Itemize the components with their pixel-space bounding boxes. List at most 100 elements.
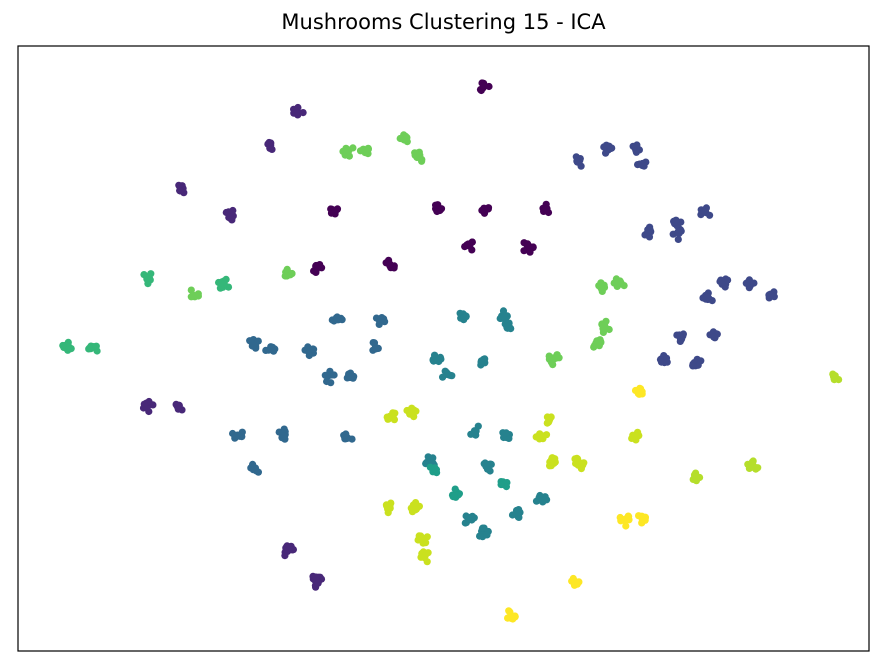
scatter-point bbox=[479, 524, 487, 532]
scatter-point bbox=[672, 216, 680, 224]
scatter-point bbox=[424, 453, 432, 461]
cluster-point-group bbox=[222, 206, 237, 224]
scatter-point bbox=[697, 357, 705, 365]
scatter-point bbox=[520, 247, 528, 255]
scatter-point bbox=[246, 337, 254, 345]
scatter-point bbox=[140, 400, 148, 408]
cluster-point-group bbox=[480, 459, 495, 475]
scatter-point bbox=[631, 386, 640, 395]
cluster-point-group bbox=[600, 141, 616, 157]
scatter-point bbox=[176, 187, 184, 195]
cluster-point-group bbox=[175, 181, 188, 197]
cluster-point-group bbox=[414, 532, 431, 547]
scatter-point bbox=[542, 200, 550, 208]
scatter-point bbox=[341, 431, 349, 439]
cluster-point-group bbox=[598, 317, 613, 336]
cluster-point-group bbox=[343, 369, 358, 382]
cluster-point-group bbox=[187, 286, 202, 301]
scatter-point bbox=[383, 502, 391, 510]
cluster-point-group bbox=[290, 103, 307, 119]
scatter-point bbox=[187, 293, 195, 301]
cluster-point-group bbox=[382, 499, 395, 517]
scatter-point bbox=[509, 615, 517, 623]
scatter-point bbox=[750, 279, 758, 287]
scatter-point bbox=[692, 473, 701, 481]
cluster-point-group bbox=[407, 499, 423, 516]
cluster-point-group bbox=[476, 524, 492, 541]
cluster-point-group bbox=[520, 239, 537, 256]
cluster-point-group bbox=[426, 463, 441, 477]
cluster-point-group bbox=[532, 430, 551, 443]
cluster-point-group bbox=[476, 79, 493, 95]
cluster-point-group bbox=[59, 338, 75, 354]
scatter-point bbox=[605, 325, 613, 334]
scatter-point bbox=[483, 531, 491, 539]
cluster-point-group bbox=[546, 454, 559, 470]
chart-title: Mushrooms Clustering 15 - ICA bbox=[281, 10, 606, 34]
scatter-point bbox=[602, 149, 610, 157]
scatter-point bbox=[551, 455, 559, 463]
scatter-point bbox=[718, 280, 726, 288]
cluster-point-group bbox=[635, 512, 650, 527]
scatter-point bbox=[250, 341, 258, 349]
cluster-point-group bbox=[439, 367, 456, 381]
cluster-point-group bbox=[140, 270, 155, 288]
cluster-point-group bbox=[568, 574, 583, 589]
scatter-point bbox=[602, 317, 610, 325]
scatter-point bbox=[327, 379, 335, 387]
cluster-point-group bbox=[504, 607, 519, 623]
cluster-point-group bbox=[383, 409, 399, 424]
scatter-point bbox=[628, 434, 636, 442]
scatter-point bbox=[364, 145, 372, 153]
scatter-point bbox=[439, 373, 447, 381]
scatter-point bbox=[633, 141, 641, 149]
scatter-point bbox=[232, 432, 240, 441]
scatter-point bbox=[545, 355, 554, 363]
cluster-point-group bbox=[411, 148, 426, 165]
cluster-point-group bbox=[545, 351, 563, 369]
scatter-point bbox=[312, 262, 320, 270]
scatter-point bbox=[486, 467, 494, 475]
scatter-point bbox=[478, 206, 486, 214]
cluster-point-group bbox=[669, 224, 685, 243]
scatter-point bbox=[830, 376, 838, 384]
scatter-point bbox=[330, 371, 338, 379]
cluster-point-group bbox=[467, 422, 482, 439]
scatter-point bbox=[476, 532, 484, 540]
cluster-point-group bbox=[829, 370, 843, 384]
cluster-point-group bbox=[310, 261, 326, 276]
scatter-point bbox=[450, 492, 458, 500]
scatter-point bbox=[413, 149, 421, 157]
scatter-point bbox=[616, 277, 624, 285]
cluster-point-group bbox=[262, 343, 279, 355]
cluster-point-group bbox=[396, 131, 411, 146]
scatter-point bbox=[441, 367, 449, 375]
scatter-point bbox=[644, 228, 652, 236]
scatter-point bbox=[599, 328, 608, 336]
cluster-point-group bbox=[689, 469, 704, 485]
scatter-point bbox=[503, 323, 511, 331]
scatter-point bbox=[432, 466, 440, 474]
scatter-point bbox=[92, 342, 100, 350]
scatter-point bbox=[754, 464, 762, 472]
cluster-point-group bbox=[281, 265, 296, 280]
cluster-point-group bbox=[456, 309, 470, 324]
scatter-point bbox=[602, 141, 611, 149]
cluster-point-group bbox=[321, 367, 338, 387]
scatter-point bbox=[724, 276, 732, 284]
scatter-point bbox=[280, 432, 288, 440]
scatter-point bbox=[431, 354, 439, 362]
scatter-point bbox=[175, 401, 183, 409]
cluster-point-group bbox=[539, 200, 553, 217]
cluster-point-group bbox=[629, 141, 644, 156]
scatter-point bbox=[481, 355, 489, 363]
cluster-point-group bbox=[499, 429, 513, 442]
scatter-point bbox=[412, 499, 420, 507]
cluster-point-group bbox=[742, 276, 758, 292]
cluster-point-group bbox=[532, 491, 551, 506]
cluster-point-group bbox=[417, 548, 432, 566]
scatter-point bbox=[571, 455, 579, 463]
scatter-point bbox=[372, 345, 380, 353]
scatter-point bbox=[343, 146, 351, 154]
scatter-point bbox=[710, 333, 718, 341]
